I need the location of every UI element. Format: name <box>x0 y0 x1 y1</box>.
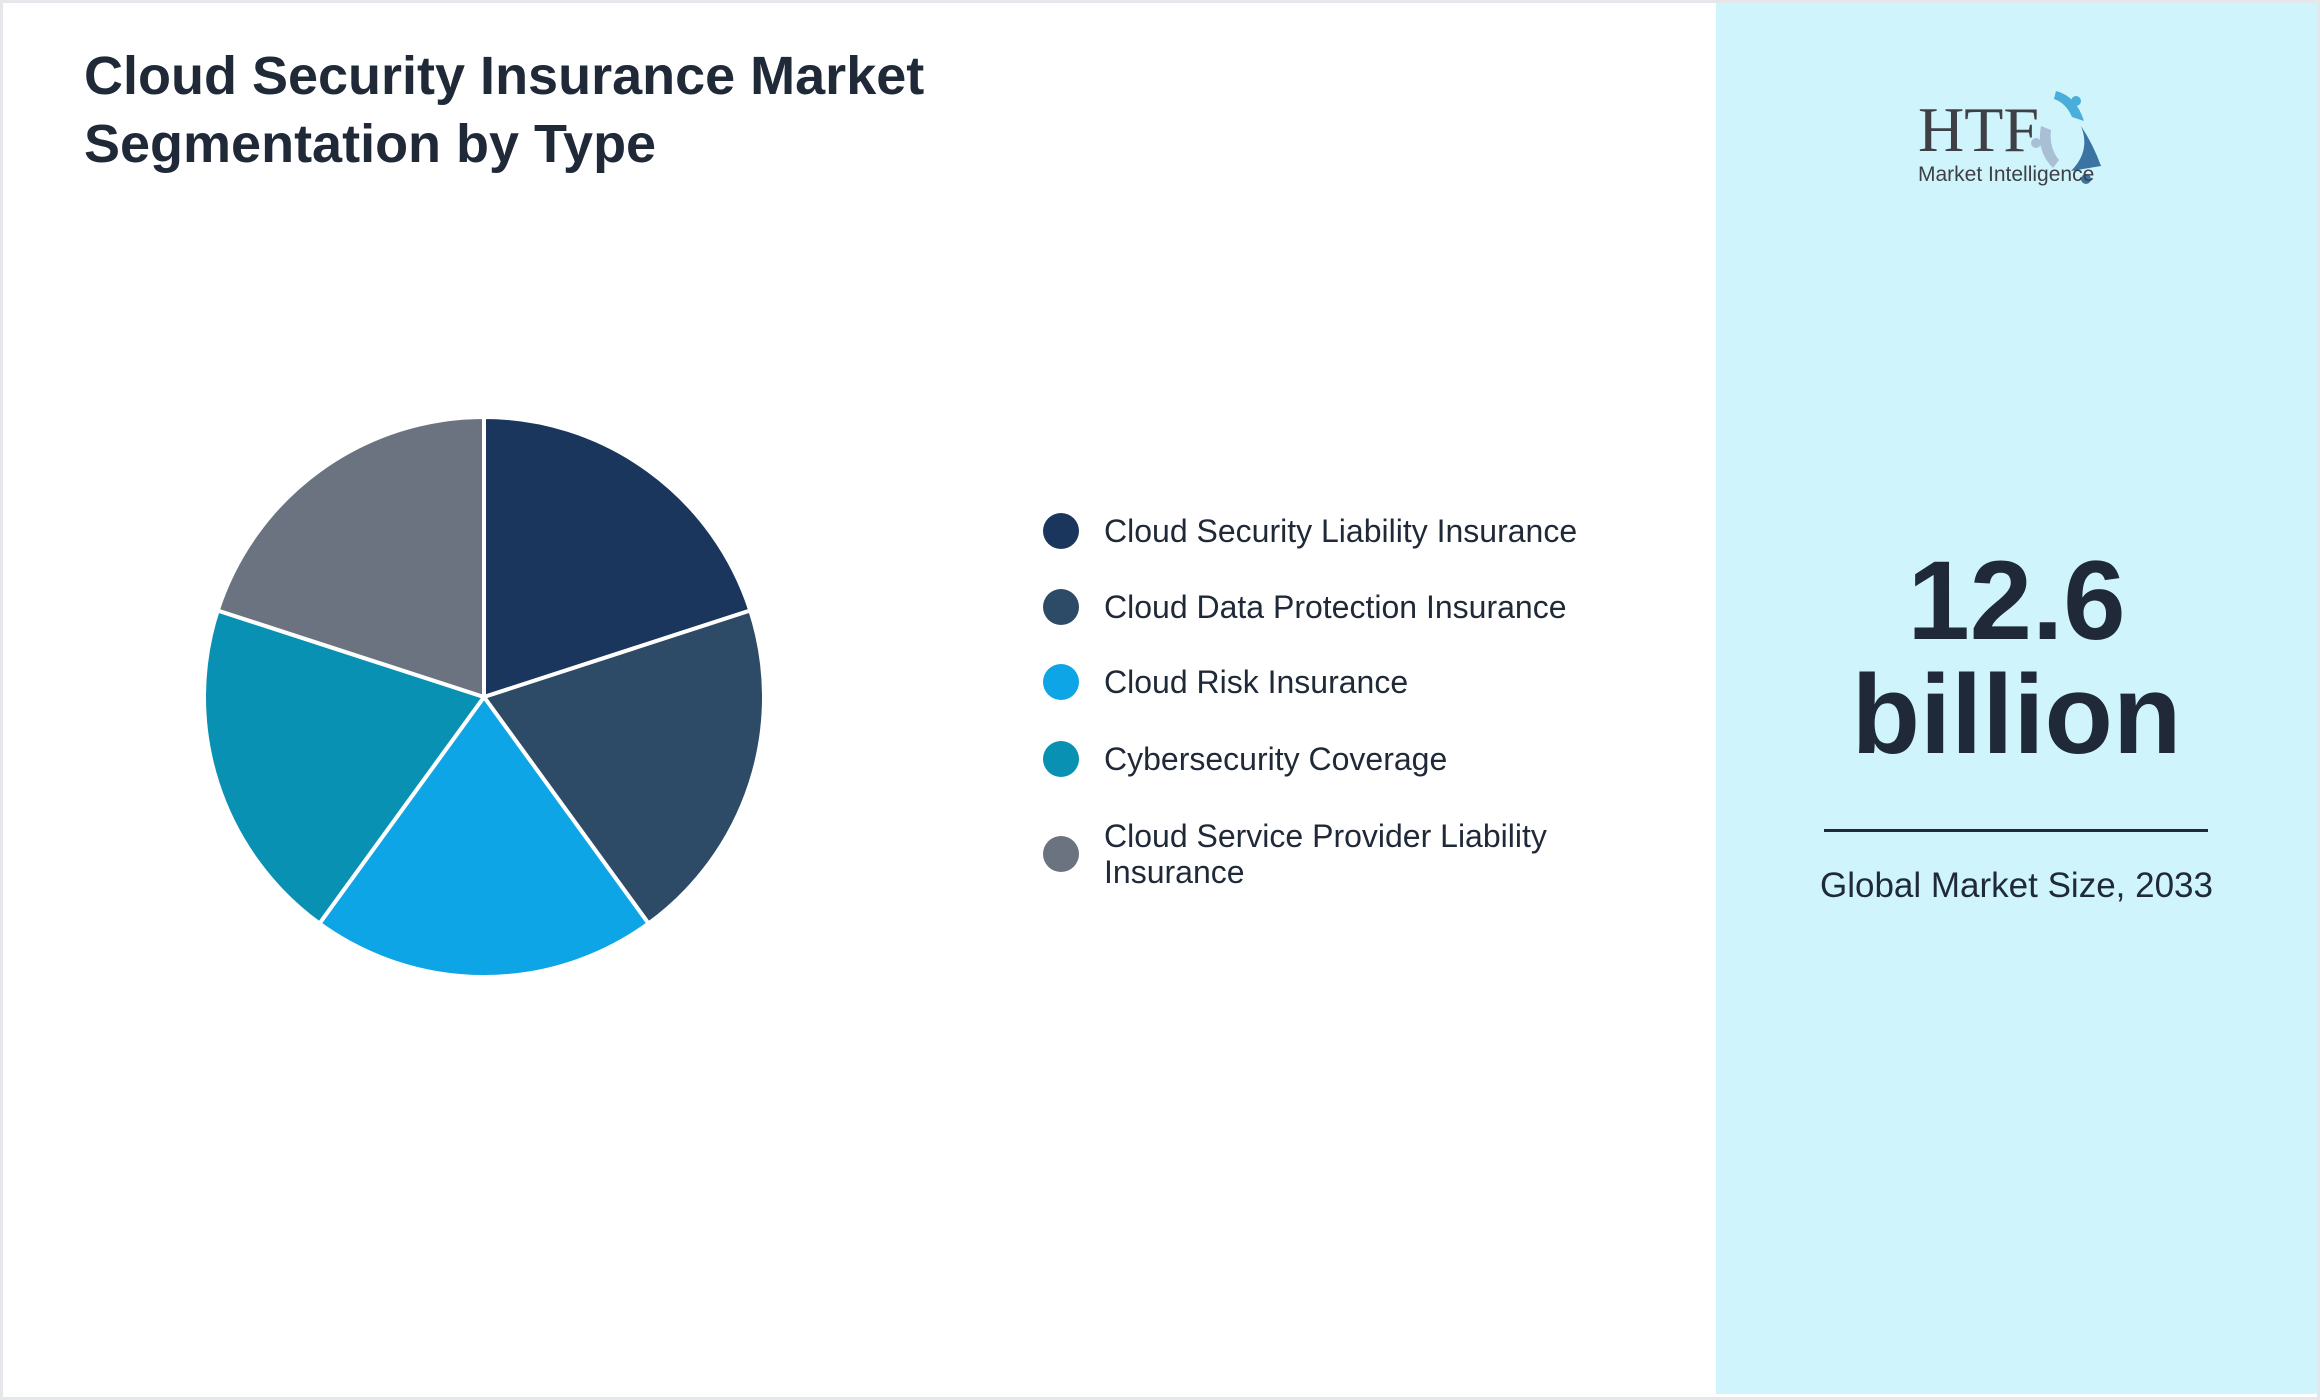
legend-swatch <box>1043 513 1079 549</box>
legend-item: Cloud Service Provider Liability Insuran… <box>1043 818 1603 890</box>
legend-swatch <box>1043 589 1079 625</box>
legend-item: Cloud Data Protection Insurance <box>1043 589 1603 625</box>
legend-label: Cloud Security Liability Insurance <box>1104 513 1578 549</box>
svg-text:HTF: HTF <box>1918 94 2039 165</box>
legend-item: Cloud Security Liability Insurance <box>1043 513 1603 549</box>
pie-slice-2 <box>480 607 766 927</box>
legend-item: Cybersecurity Coverage <box>1043 741 1603 777</box>
legend-swatch <box>1043 836 1079 872</box>
divider <box>1824 829 2208 832</box>
market-size-caption: Global Market Size, 2033 <box>1820 866 2213 905</box>
htf-logo: HTF Market Intelligence <box>1918 91 2101 186</box>
market-value-number: 12.6 <box>1907 538 2126 663</box>
svg-text:Market Intelligence: Market Intelligence <box>1918 163 2094 186</box>
legend-swatch <box>1043 741 1079 777</box>
legend-label: Cloud Service Provider Liability Insuran… <box>1104 818 1547 890</box>
pie-chart <box>202 414 766 979</box>
legend-item: Cloud Risk Insurance <box>1043 664 1603 700</box>
pie-slice-3 <box>316 693 652 979</box>
legend-label: Cloud Risk Insurance <box>1104 664 1409 700</box>
pie-slice-1 <box>482 414 753 700</box>
chart-title: Cloud Security Insurance Market Segmenta… <box>84 46 925 174</box>
legend-swatch <box>1043 664 1079 700</box>
market-size-panel: HTF Market Intelligence 12.6 billion Glo… <box>1716 3 2317 1394</box>
legend-label: Cybersecurity Coverage <box>1104 741 1448 777</box>
pie-slice-4 <box>202 607 488 927</box>
pie-slice-5 <box>215 414 486 700</box>
legend-label: Cloud Data Protection Insurance <box>1104 589 1567 625</box>
market-value-unit: billion <box>1851 652 2182 777</box>
